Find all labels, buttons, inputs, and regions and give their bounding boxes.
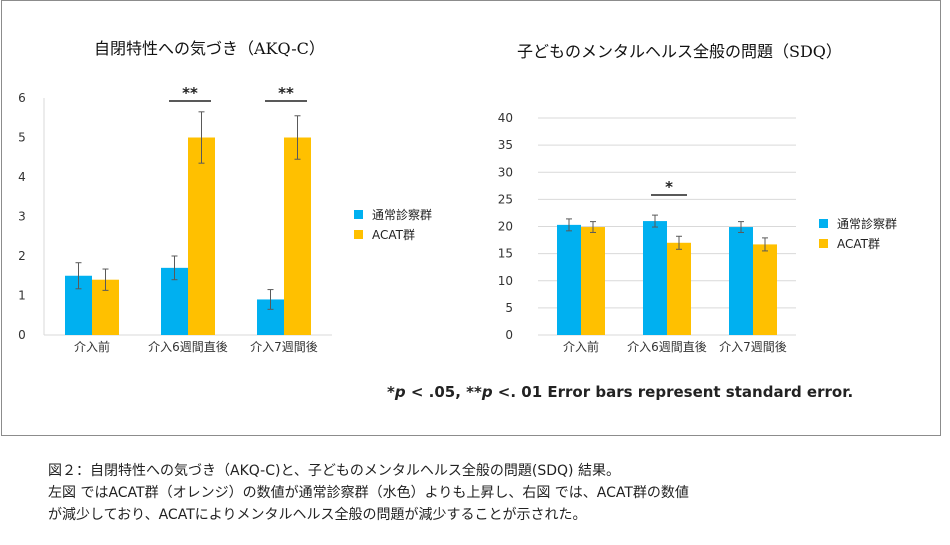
y-tick-label: 40 bbox=[498, 111, 513, 125]
footnote-p2: p bbox=[481, 383, 493, 401]
legend-item-series1: 通常診察群 bbox=[354, 204, 432, 224]
legend-item-series2: ACAT群 bbox=[354, 224, 432, 244]
legend-swatch-series1 bbox=[819, 218, 828, 228]
y-tick-label: 30 bbox=[498, 165, 513, 179]
y-tick-label: 1 bbox=[18, 289, 26, 303]
legend-swatch-series2 bbox=[819, 238, 828, 248]
x-tick-label: 介入7週間後 bbox=[250, 340, 318, 354]
y-tick-label: 25 bbox=[498, 192, 513, 206]
chart-sdq: 0 5 10 15 20 25 30 35 40 介入前 介入6週間直後 介入7週間後 * bbox=[498, 111, 796, 354]
y-tick-label: 5 bbox=[505, 301, 513, 315]
bar bbox=[753, 244, 777, 335]
y-tick-label: 0 bbox=[18, 328, 26, 342]
y-tick-label: 2 bbox=[18, 249, 26, 263]
bar bbox=[188, 137, 215, 335]
x-tick-label: 介入6週間直後 bbox=[148, 340, 228, 354]
bar bbox=[643, 221, 667, 335]
bar bbox=[581, 227, 605, 335]
y-tick-label: 20 bbox=[498, 220, 513, 234]
x-tick-label: 介入6週間直後 bbox=[627, 340, 707, 354]
footnote-star: * bbox=[387, 383, 395, 401]
y-tick-label: 5 bbox=[18, 131, 26, 145]
x-tick-label: 介入前 bbox=[563, 339, 599, 354]
chart-title-sdq: 子どものメンタルヘルス全般の問題（SDQ） bbox=[517, 42, 842, 61]
footnote-text1: < .05, bbox=[405, 383, 467, 401]
legend-label-series2: ACAT群 bbox=[837, 236, 880, 251]
bar bbox=[557, 224, 581, 335]
legend-label-series2: ACAT群 bbox=[372, 227, 415, 242]
figure-box: 自閉特性への気づき（AKQ-C） 子どものメンタルヘルス全般の問題（SDQ） 0… bbox=[1, 0, 941, 436]
legend-item-series1: 通常診察群 bbox=[819, 213, 897, 233]
caption-line-3: が減少しており、ACATによりメンタルヘルス全般の問題が減少することが示された。 bbox=[48, 507, 587, 523]
legend-right: 通常診察群 ACAT群 bbox=[819, 213, 897, 253]
footnote-p1: p bbox=[394, 383, 406, 401]
y-tick-label: 3 bbox=[18, 210, 26, 224]
bar bbox=[667, 242, 691, 335]
legend-item-series2: ACAT群 bbox=[819, 233, 897, 253]
y-tick-label: 10 bbox=[498, 274, 513, 288]
significance-marker: * bbox=[665, 178, 673, 196]
legend-swatch-series2 bbox=[354, 229, 363, 239]
x-tick-label: 介入前 bbox=[74, 339, 110, 354]
legend-swatch-series1 bbox=[354, 209, 363, 219]
footnote-stars: ** bbox=[466, 383, 482, 401]
legend-label-series1: 通常診察群 bbox=[837, 216, 898, 231]
significance-marker: ** bbox=[278, 84, 294, 102]
legend-label-series1: 通常診察群 bbox=[372, 207, 433, 222]
significance-marker: ** bbox=[182, 84, 198, 102]
caption-line-2: 左図 ではACAT群（オレンジ）の数値が通常診察群（水色）よりも上昇し、右図 で… bbox=[48, 485, 689, 501]
chart-akq: 0 1 2 3 4 5 6 介入前 介入6週間直後 介入7週間後 ** ** bbox=[18, 84, 332, 354]
y-tick-label: 6 bbox=[18, 91, 26, 105]
legend-left: 通常診察群 ACAT群 bbox=[354, 204, 432, 244]
caption-line-1: 図２：自閉特性への気づき（AKQ-C)と、子どものメンタルヘルス全般の問題(SD… bbox=[48, 463, 620, 479]
y-tick-label: 0 bbox=[505, 328, 513, 342]
bar bbox=[729, 227, 753, 335]
footnote: *p < .05, **p <. 01 Error bars represent… bbox=[387, 383, 853, 401]
y-tick-label: 4 bbox=[18, 170, 26, 184]
chart-title-akq: 自閉特性への気づき（AKQ-C） bbox=[94, 39, 325, 58]
footnote-text2: <. 01 Error bars represent standard erro… bbox=[492, 383, 854, 401]
x-tick-label: 介入7週間後 bbox=[719, 340, 787, 354]
bar bbox=[284, 137, 311, 335]
figure-caption: 図２：自閉特性への気づき（AKQ-C)と、子どものメンタルヘルス全般の問題(SD… bbox=[48, 460, 928, 526]
y-tick-label: 35 bbox=[498, 138, 513, 152]
y-tick-label: 15 bbox=[498, 247, 513, 261]
